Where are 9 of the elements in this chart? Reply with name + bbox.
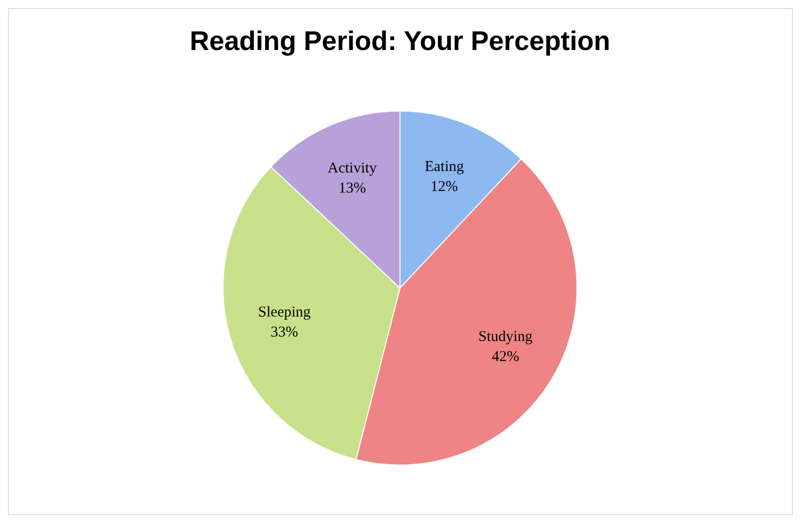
slice-label: Sleeping (258, 304, 312, 321)
chart-title: Reading Period: Your Perception (190, 26, 610, 56)
data-label: 42% (492, 348, 520, 365)
data-label: 13% (338, 180, 366, 197)
data-label: 33% (270, 324, 298, 341)
slice-label: Activity (328, 160, 378, 177)
slice-label: Studying (478, 328, 534, 345)
data-label: 12% (430, 179, 458, 196)
slice-label: Eating (424, 159, 464, 176)
